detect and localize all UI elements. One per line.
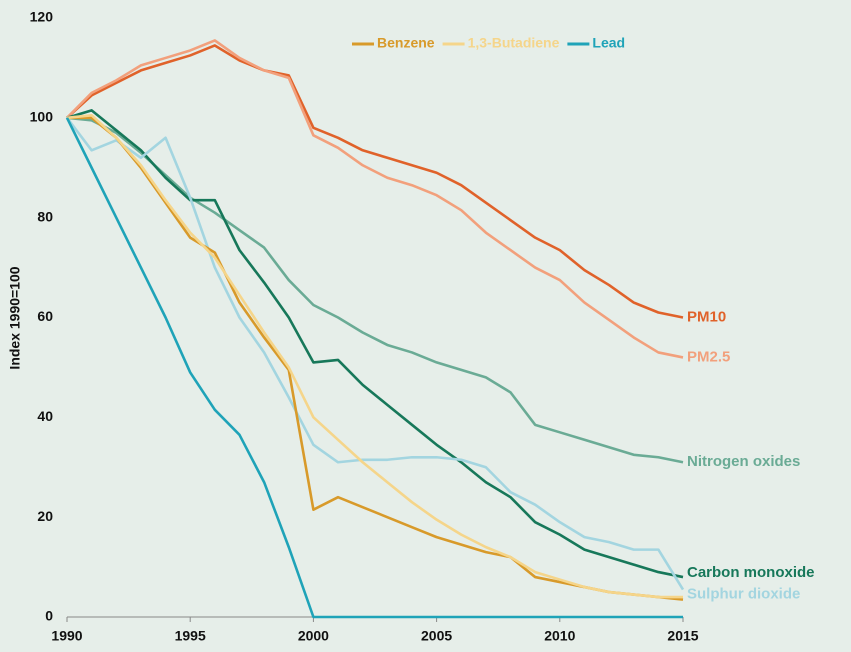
y-axis-label: Index 1990=100 [7, 266, 23, 369]
legend-label: Lead [592, 35, 625, 51]
series-end-label: Carbon monoxide [687, 564, 815, 581]
series-line [65, 117, 683, 619]
y-tick-label: 80 [37, 208, 53, 224]
x-tick-label: 2000 [298, 628, 329, 644]
series-line [66, 39, 684, 359]
x-tick-label: 1990 [51, 628, 82, 644]
x-tick-label: 2005 [421, 628, 452, 644]
series-line [65, 117, 685, 591]
series-line [66, 114, 683, 599]
series-end-label: Nitrogen oxides [687, 453, 800, 470]
y-tick-label: 120 [30, 9, 54, 25]
series-end-label: PM10 [687, 308, 726, 325]
legend-label: Benzene [377, 35, 435, 51]
x-tick-label: 2015 [667, 628, 698, 644]
x-tick-label: 1995 [175, 628, 206, 644]
x-tick-label: 2010 [544, 628, 575, 644]
y-tick-label: 0 [45, 608, 53, 624]
series-line [66, 116, 684, 464]
series-line [66, 44, 684, 319]
legend-label: 1,3-Butadiene [468, 35, 560, 51]
y-tick-label: 20 [37, 508, 53, 524]
y-tick-label: 40 [37, 408, 53, 424]
y-tick-label: 100 [30, 109, 54, 125]
series-line [66, 109, 684, 579]
series-end-label: PM2.5 [687, 348, 730, 365]
y-tick-label: 60 [37, 308, 53, 324]
series-end-label: Sulphur dioxide [687, 586, 800, 603]
